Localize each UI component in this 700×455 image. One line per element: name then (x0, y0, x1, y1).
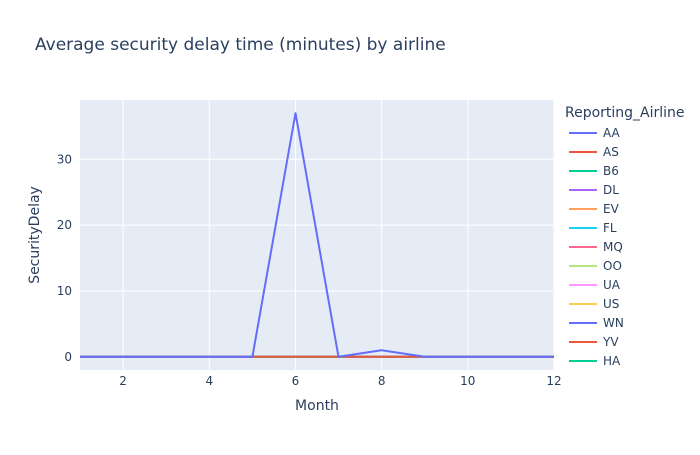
x-axis-title: Month (295, 398, 339, 414)
legend-label: WN (603, 316, 624, 330)
legend-label: UA (603, 278, 621, 292)
y-axis-title: SecurityDelay (27, 186, 43, 284)
legend-label: DL (603, 183, 619, 197)
x-tick-label: 10 (460, 374, 475, 388)
x-tick-label: 6 (292, 374, 300, 388)
tick-layer: 2 4 6 8 10 12 0 10 20 30 (57, 152, 562, 388)
y-tick-label: 10 (57, 284, 72, 298)
series-layer (80, 112, 554, 358)
x-tick-label: 8 (378, 374, 386, 388)
series-line-aa[interactable] (80, 112, 554, 358)
y-tick-label: 0 (64, 350, 72, 364)
legend-item-aa[interactable]: AA (569, 126, 621, 140)
legend-label: AA (603, 126, 621, 140)
legend-item-mq[interactable]: MQ (569, 240, 623, 254)
legend-item-us[interactable]: US (569, 297, 619, 311)
legend-label: EV (603, 202, 620, 216)
legend-item-ha[interactable]: HA (569, 354, 621, 368)
legend-item-b6[interactable]: B6 (569, 164, 619, 178)
legend-item-dl[interactable]: DL (569, 183, 619, 197)
legend-label: HA (603, 354, 621, 368)
legend-item-oo[interactable]: OO (569, 259, 622, 273)
legend-label: MQ (603, 240, 623, 254)
x-tick-label: 2 (119, 374, 127, 388)
legend-item-ua[interactable]: UA (569, 278, 621, 292)
legend-label: FL (603, 221, 617, 235)
legend-items[interactable]: AA AS B6 DL EV FL MQ OO UA US WN YV HA (569, 126, 624, 368)
legend-item-ev[interactable]: EV (569, 202, 620, 216)
legend-item-fl[interactable]: FL (569, 221, 617, 235)
legend-item-as[interactable]: AS (569, 145, 619, 159)
x-tick-label: 12 (546, 374, 561, 388)
legend-item-wn[interactable]: WN (569, 316, 624, 330)
legend-label: OO (603, 259, 622, 273)
y-tick-label: 30 (57, 152, 72, 166)
chart-title: Average security delay time (minutes) by… (35, 35, 446, 55)
legend-label: AS (603, 145, 619, 159)
legend-label: US (603, 297, 619, 311)
x-tick-label: 4 (205, 374, 213, 388)
legend-title: Reporting_Airline (565, 105, 685, 121)
legend-label: B6 (603, 164, 619, 178)
legend-item-yv[interactable]: YV (569, 335, 619, 349)
y-tick-label: 20 (57, 218, 72, 232)
legend-label: YV (602, 335, 619, 349)
legend[interactable]: Reporting_Airline AA AS B6 DL EV FL MQ OO UA US WN… (565, 105, 685, 368)
